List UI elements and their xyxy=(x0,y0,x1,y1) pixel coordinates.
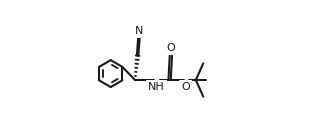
Text: O: O xyxy=(181,82,190,92)
Text: N: N xyxy=(135,26,144,36)
Text: O: O xyxy=(166,43,175,53)
Text: NH: NH xyxy=(148,82,164,92)
